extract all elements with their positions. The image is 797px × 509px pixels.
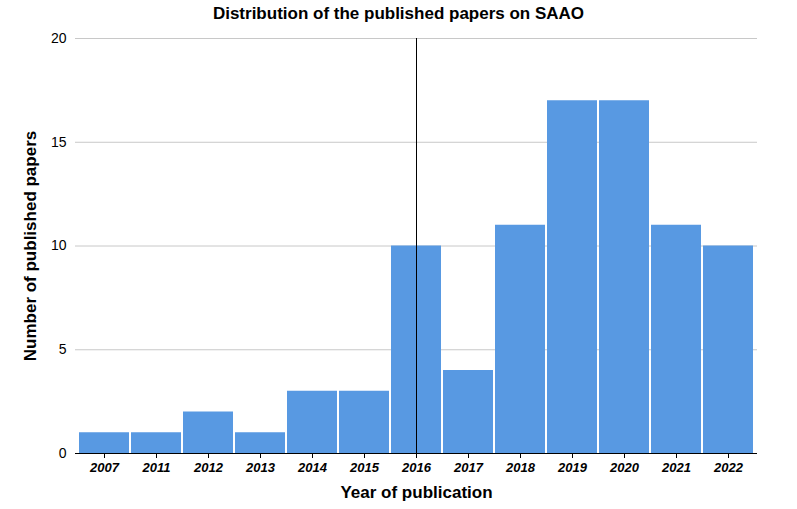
svg-text:2011: 2011 [142, 460, 171, 475]
svg-text:20: 20 [51, 30, 67, 46]
svg-text:2021: 2021 [661, 460, 691, 475]
svg-text:2012: 2012 [193, 460, 224, 475]
svg-text:2017: 2017 [453, 460, 484, 475]
svg-text:2018: 2018 [505, 460, 536, 475]
html-text:Distribution of the published: Distribution of the published papers on … [212, 4, 585, 23]
svg-text:2016: 2016 [401, 460, 432, 475]
svg-text:10: 10 [51, 237, 67, 253]
svg-text:0: 0 [59, 445, 67, 461]
svg-text:2013: 2013 [245, 460, 276, 475]
svg-text:2022: 2022 [713, 460, 744, 475]
svg-text:2020: 2020 [609, 460, 640, 475]
svg-text:15: 15 [51, 134, 67, 150]
svg-text:2007: 2007 [89, 460, 120, 475]
svg-text:2014: 2014 [297, 460, 328, 475]
svg-text:5: 5 [59, 341, 67, 357]
svg-text:2019: 2019 [557, 460, 588, 475]
svg-text:2015: 2015 [349, 460, 380, 475]
svg-text:Year of publication: Year of publication [340, 483, 492, 502]
svg-text:Number of published papers: Number of published papers [21, 131, 40, 361]
